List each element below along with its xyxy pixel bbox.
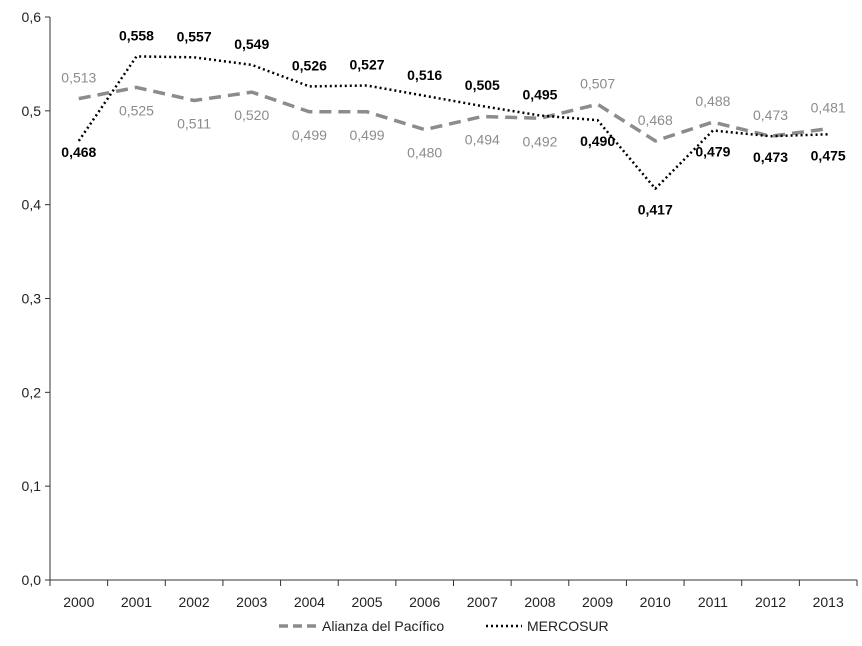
series-line-mercosur [77, 55, 829, 190]
data-label-mercosur: 0,490 [580, 133, 615, 149]
x-tick-label: 2000 [63, 594, 94, 610]
legend-item-mercosur: MERCOSUR [486, 618, 609, 634]
data-labels: 0,513 0,468 0,525 0,558 0,511 0,557 0,520 0,549… [61, 27, 846, 217]
data-label-alianza: 0,492 [522, 133, 557, 149]
x-tick-label: 2001 [121, 594, 152, 610]
y-tick-label: 0,2 [22, 384, 42, 400]
data-label-alianza: 0,511 [177, 116, 211, 132]
data-label-mercosur: 0,417 [638, 202, 673, 218]
data-label-alianza: 0,494 [465, 131, 500, 147]
data-label-mercosur: 0,475 [811, 147, 846, 163]
data-label-alianza: 0,488 [695, 93, 730, 109]
data-label-mercosur: 0,516 [407, 67, 442, 83]
x-tick-label: 2005 [351, 594, 382, 610]
series-line-alianza [78, 85, 829, 143]
data-label-mercosur: 0,558 [119, 27, 154, 43]
x-tick-label: 2011 [698, 594, 728, 610]
x-tick-label: 2003 [236, 594, 267, 610]
x-tick-label: 2002 [179, 594, 210, 610]
data-label-alianza: 0,499 [350, 127, 385, 143]
data-label-alianza: 0,507 [580, 75, 615, 91]
y-tick-label: 0,6 [22, 9, 42, 25]
y-tick-label: 0,5 [22, 103, 42, 119]
data-label-alianza: 0,480 [407, 145, 442, 161]
x-tick-label: 2007 [467, 594, 498, 610]
x-tick-label: 2009 [582, 594, 613, 610]
data-label-alianza: 0,481 [811, 100, 846, 116]
data-label-alianza: 0,520 [234, 107, 269, 123]
data-label-mercosur: 0,505 [465, 77, 500, 93]
legend-label-mercosur: MERCOSUR [527, 618, 609, 634]
data-label-mercosur: 0,473 [753, 149, 788, 165]
legend-item-alianza: Alianza del Pacífico [279, 618, 444, 634]
y-tick-label: 0,3 [22, 291, 42, 307]
data-label-alianza: 0,473 [753, 107, 788, 123]
data-label-mercosur: 0,527 [350, 56, 385, 72]
data-label-mercosur: 0,479 [695, 144, 730, 160]
x-tick-label: 2010 [640, 594, 671, 610]
data-label-alianza: 0,499 [292, 127, 327, 143]
x-tick-label: 2006 [409, 594, 440, 610]
data-label-alianza: 0,468 [638, 112, 673, 128]
x-tick-label: 2004 [294, 594, 325, 610]
data-label-mercosur: 0,495 [522, 87, 557, 103]
series-lines [77, 55, 829, 190]
data-label-mercosur: 0,557 [177, 28, 212, 44]
x-tick-label: 2008 [524, 594, 555, 610]
y-tick-label: 0,1 [22, 478, 42, 494]
y-tick-label: 0,4 [22, 197, 42, 213]
chart-axes: 0,0 0,1 0,2 0,3 0,4 0,5 0,6 2000 2001 2002 2003 200… [22, 9, 858, 610]
legend-label-alianza: Alianza del Pacífico [322, 618, 444, 634]
x-tick-label: 2013 [813, 594, 844, 610]
x-tick-label: 2012 [755, 594, 786, 610]
data-label-mercosur: 0,549 [234, 36, 269, 52]
data-label-mercosur: 0,526 [292, 57, 327, 73]
data-label-alianza: 0,513 [61, 70, 96, 86]
data-label-alianza: 0,525 [119, 102, 154, 118]
y-tick-label: 0,0 [22, 572, 42, 588]
legend: Alianza del Pacífico MERCOSUR [279, 618, 609, 634]
data-label-mercosur: 0,468 [61, 144, 96, 160]
